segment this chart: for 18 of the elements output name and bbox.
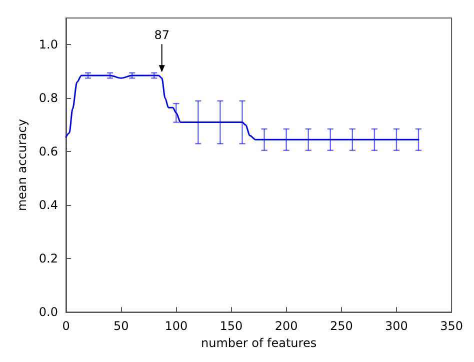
x-tick-label: 0 [62, 319, 70, 334]
annotation: 87 [154, 28, 170, 42]
y-tick-label: 0.6 [38, 144, 58, 159]
x-tick-label: 300 [385, 319, 408, 334]
x-tick-label: 150 [220, 319, 243, 334]
y-tick-label: 0.2 [38, 252, 58, 266]
x-tick-label: 200 [274, 319, 298, 334]
y-axis-title: mean accuracy [15, 119, 29, 212]
y-tick-label: 0.4 [38, 198, 58, 212]
y-tick-label: 0.8 [38, 91, 58, 106]
line-series [65, 74, 420, 140]
x-tick-label: 50 [113, 319, 129, 334]
x-tick-label: 250 [330, 319, 353, 334]
x-tick-label: 100 [164, 319, 188, 334]
x-tick-label: 350 [440, 319, 463, 334]
x-axis-title: number of features [200, 336, 317, 350]
y-tick-label: 0.0 [38, 305, 58, 320]
y-tick-label: 1.0 [38, 38, 58, 52]
